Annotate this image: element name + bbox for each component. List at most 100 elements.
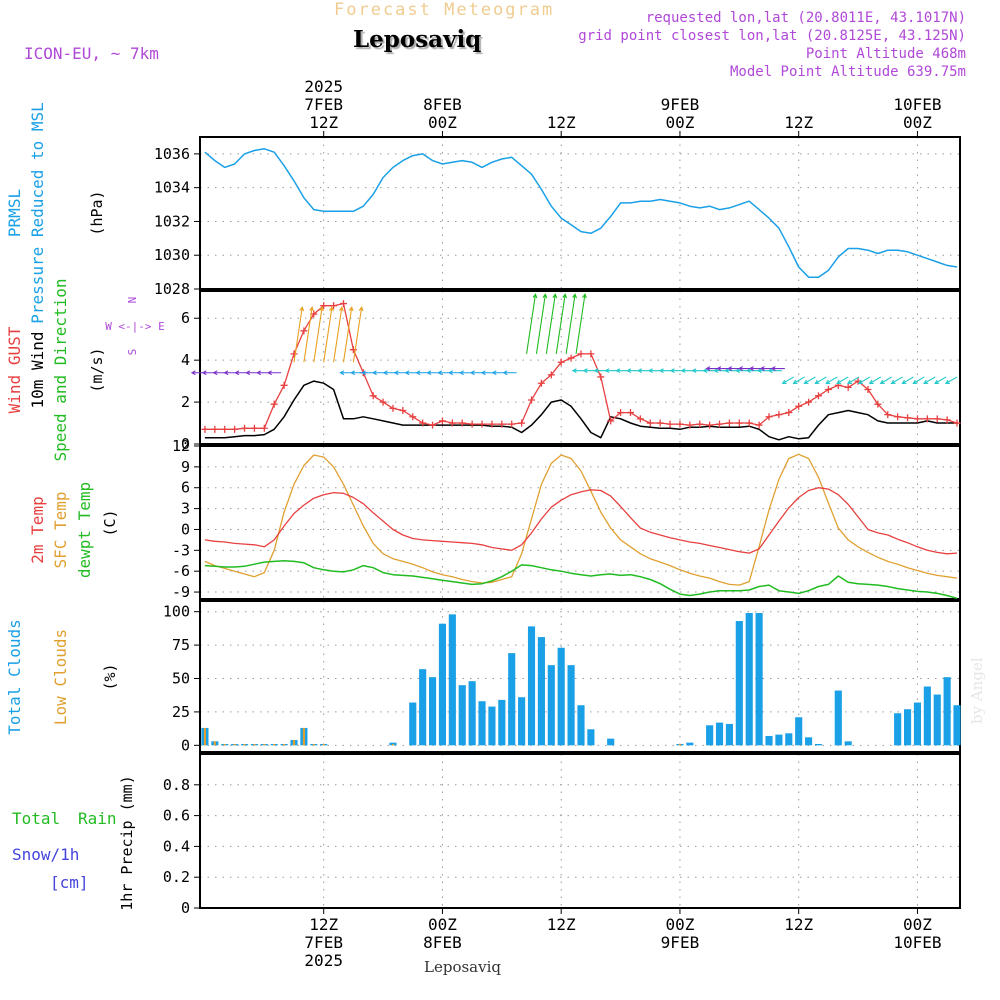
wind-arrow (323, 306, 334, 363)
total-cloud-bar (953, 705, 961, 746)
time-label-top: 00Z (428, 113, 457, 132)
gust-marker (775, 411, 783, 419)
gust-marker (330, 302, 338, 310)
gust-marker (458, 419, 466, 427)
gust-marker (379, 398, 387, 406)
time-label-bottom: 7FEB (304, 933, 343, 952)
total-cloud-bar (557, 647, 565, 746)
gust-marker (735, 419, 743, 427)
wind-arrow (313, 306, 324, 363)
total-cloud-bar (448, 614, 456, 746)
y-tick-label: -6 (172, 562, 190, 580)
y-tick-label: 50 (172, 670, 190, 688)
total-cloud-bar (913, 702, 922, 746)
time-label-bottom: 12Z (309, 915, 338, 934)
wind-arrow (502, 370, 517, 376)
sfc-temp-line (204, 453, 958, 586)
total-cloud-bar (537, 637, 545, 746)
y-tick-label: 0 (181, 435, 190, 453)
panel-frame (199, 600, 961, 753)
model-altitude: Model Point Altitude 639.75m (729, 64, 966, 80)
wind-arrow (565, 293, 577, 354)
total-cloud-bar (518, 697, 526, 746)
total-cloud-bar (488, 706, 496, 746)
wind-arrow (526, 293, 538, 354)
wind-arrow (847, 376, 860, 385)
y-tick-label: 0 (181, 899, 190, 917)
panel-frame (199, 290, 961, 445)
total-cloud-bar (706, 725, 714, 746)
gust-marker (448, 419, 456, 427)
wind-arrow (792, 376, 805, 385)
wind-arrow (868, 376, 882, 385)
total-cloud-bar (567, 665, 575, 746)
low-cloud-bar (243, 743, 246, 746)
gust-marker (755, 421, 763, 429)
gust-marker (676, 420, 684, 428)
low-cloud-bar (233, 743, 236, 746)
low-cloud-bar (253, 743, 256, 746)
low-cloud-bar (273, 743, 276, 746)
y-tick-label: 6 (181, 479, 190, 497)
gust-marker (528, 396, 536, 404)
low-cloud-bar (312, 743, 315, 746)
wind-arrow (767, 368, 782, 374)
time-label-top: 7FEB (304, 95, 343, 114)
y-tick-label: 0 (181, 520, 190, 538)
precip-label-rain: Rain (78, 809, 117, 828)
gust-marker (636, 415, 644, 423)
gust-marker (884, 411, 892, 419)
wind-arrow (293, 306, 305, 363)
precip-label-total: Total (12, 809, 60, 828)
total-cloud-bar (785, 733, 793, 746)
gust-marker (666, 420, 674, 428)
clouds-label-low: Low Clouds (51, 629, 70, 725)
low-cloud-bar (322, 743, 325, 746)
pressure-unit: (hPa) (88, 190, 106, 235)
total-cloud-bar (715, 722, 724, 746)
total-cloud-bar (755, 613, 763, 746)
pressure-label-msl: Pressure Reduced to MSL (28, 102, 47, 324)
compass-s: S (126, 349, 139, 356)
precip-unit: 1hr Precip (mm) (118, 775, 136, 910)
total-cloud-bar (468, 681, 476, 746)
gust-marker (607, 417, 615, 425)
low-cloud-bar (292, 739, 296, 746)
time-label-bottom: 00Z (428, 915, 457, 934)
gust-marker (913, 415, 921, 423)
clouds-unit: (%) (101, 663, 119, 690)
gust-marker (498, 420, 506, 428)
total-cloud-bar (438, 623, 447, 746)
gust-marker (795, 402, 803, 410)
product-title: Forecast Meteogram (334, 0, 555, 20)
time-label-bottom: 10FEB (893, 933, 941, 952)
gust-marker (389, 404, 397, 412)
total-cloud-bar (903, 709, 912, 746)
total-cloud-bar (527, 626, 536, 746)
wind-arrow (901, 376, 914, 385)
total-cloud-bar (795, 717, 803, 746)
gust-marker (933, 415, 941, 423)
total-cloud-bar (814, 743, 823, 746)
time-label-top: 12Z (547, 113, 576, 132)
compass-we: W <-|-> E (105, 320, 165, 333)
gust-marker (617, 409, 625, 417)
wind-arrow (879, 376, 892, 385)
gust-marker (706, 421, 714, 429)
gust-marker (547, 371, 555, 379)
wind-speed-line (204, 380, 957, 441)
time-label-top: 00Z (665, 113, 694, 132)
wind-arrow (923, 376, 936, 385)
low-cloud-bar (263, 743, 266, 746)
gust-marker (725, 419, 733, 427)
gust-marker (904, 414, 912, 422)
wind-arrow (545, 293, 558, 354)
wind-arrow (333, 306, 344, 363)
gust-marker (280, 381, 288, 389)
time-label-bottom: 12Z (547, 915, 576, 934)
gust-marker (468, 420, 476, 428)
gust-marker (864, 386, 872, 394)
gust-marker (646, 419, 654, 427)
total-cloud-bar (894, 713, 902, 746)
gust-marker (478, 420, 486, 428)
